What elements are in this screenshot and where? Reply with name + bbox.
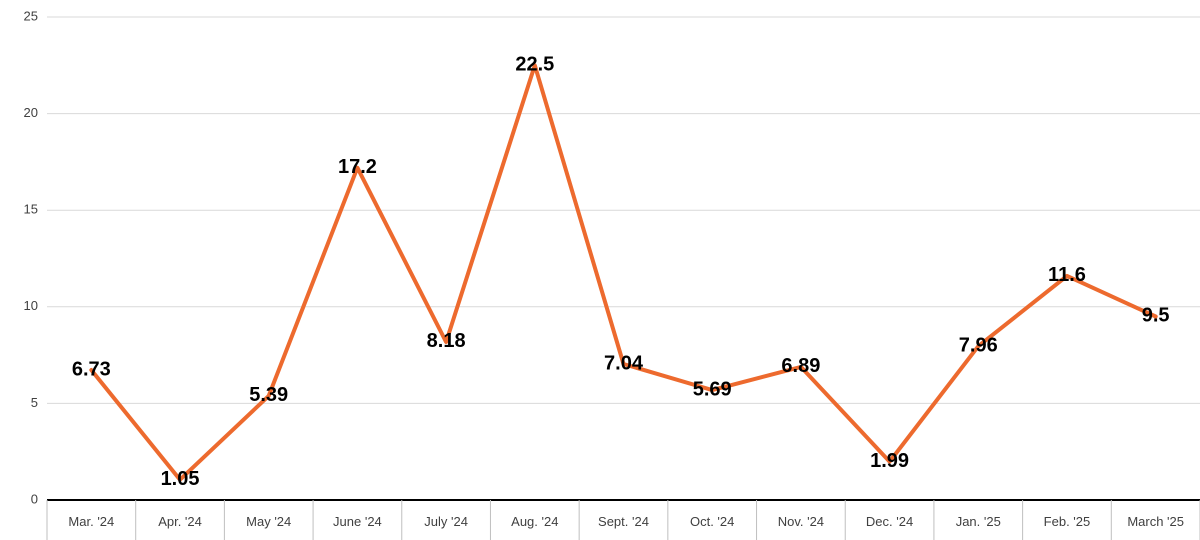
data-label: 5.39 (249, 384, 288, 406)
data-label: 22.5 (515, 54, 554, 76)
data-label: 6.89 (781, 355, 820, 377)
y-tick-label: 15 (24, 202, 38, 217)
data-label: 11.6 (1048, 264, 1086, 286)
x-tick-label: Feb. '25 (1044, 514, 1091, 529)
x-tick-label: Dec. '24 (866, 514, 913, 529)
data-label: 1.05 (161, 468, 200, 490)
series-line-group (89, 63, 1158, 482)
gridlines (47, 16, 1200, 404)
data-label: 7.96 (959, 334, 998, 356)
data-label: 7.04 (604, 352, 644, 374)
x-axis-ticks: Mar. '24 Apr. '24 May '24 June '24 July '24 A… (46, 500, 1200, 540)
data-label: 1.99 (870, 450, 909, 472)
data-label: 6.73 (72, 358, 111, 380)
x-tick-label: March '25 (1127, 514, 1184, 529)
y-tick-label: 0 (31, 491, 38, 506)
y-tick-label: 10 (24, 298, 38, 313)
x-tick-label: Mar. '24 (68, 514, 114, 529)
x-tick-label: Sept. '24 (598, 514, 649, 529)
x-tick-label: July '24 (424, 514, 468, 529)
data-label: 17.2 (338, 156, 377, 178)
y-axis-ticks: 0 5 10 15 20 25 (24, 8, 38, 506)
y-tick-label: 25 (24, 8, 38, 23)
x-tick-label: Nov. '24 (778, 514, 824, 529)
data-label: 5.69 (693, 378, 732, 400)
series-line (89, 63, 1158, 482)
x-tick-label: Aug. '24 (511, 514, 558, 529)
x-tick-label: Oct. '24 (690, 514, 734, 529)
data-labels: 6.73 1.05 5.39 17.2 8.18 22.5 7.04 5.69 6.89 1.99… (72, 54, 1170, 490)
y-tick-label: 5 (31, 395, 38, 410)
x-tick-label: Apr. '24 (158, 514, 202, 529)
y-tick-label: 20 (24, 105, 38, 120)
x-tick-label: June '24 (333, 514, 382, 529)
data-label: 9.5 (1142, 305, 1170, 327)
x-tick-label: May '24 (246, 514, 291, 529)
x-tick-label: Jan. '25 (956, 514, 1001, 529)
data-label: 8.18 (427, 330, 466, 352)
